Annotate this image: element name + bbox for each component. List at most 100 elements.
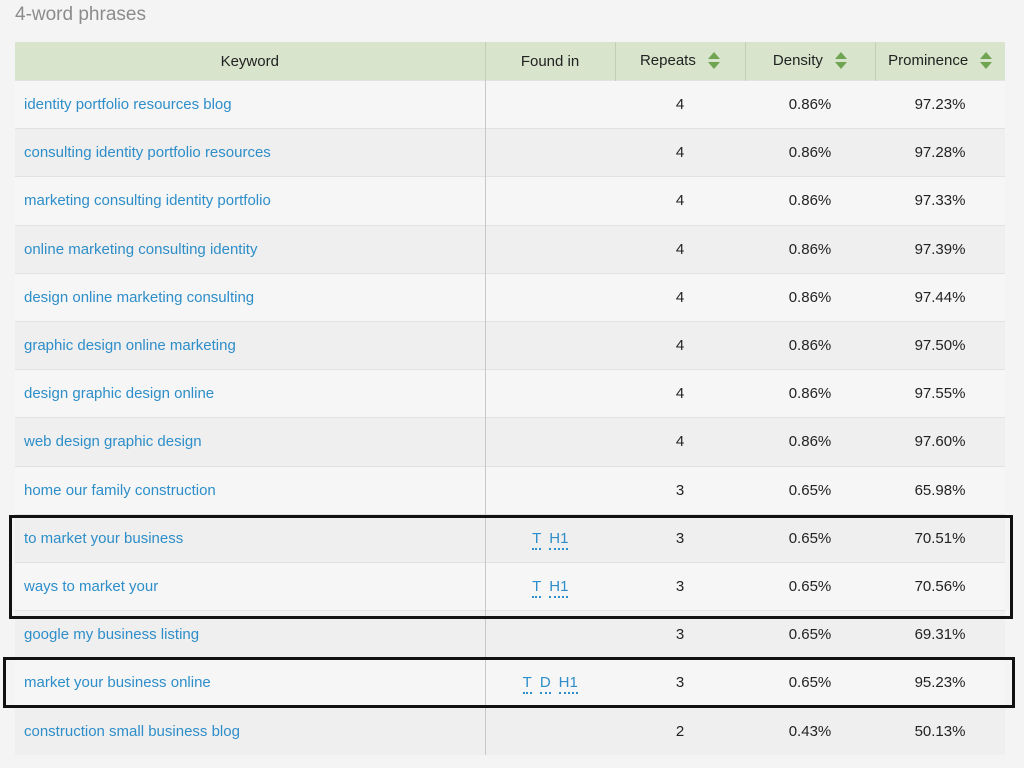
column-header-repeats[interactable]: Repeats [615,42,746,81]
keyword-cell: home our family construction [15,465,486,515]
found-in-cell: T D H1 [485,658,615,707]
keyword-cell: identity portfolio resources blog [15,79,486,129]
repeats-cell: 3 [615,465,745,515]
keyword-link[interactable]: google my business listing [24,626,200,644]
prominence-cell: 70.51% [875,513,1005,563]
density-cell: 0.86% [745,417,875,466]
keyword-cell: design graphic design online [15,369,486,418]
table-row: home our family construction 3 0.65% 65.98% [15,465,1005,515]
keyword-link[interactable]: online marketing consulting identity [24,240,258,258]
table-row: online marketing consulting identity 4 0.8… [15,224,1005,274]
keyword-cell: online marketing consulting identity [15,224,486,274]
keyword-link[interactable]: web design graphic design [24,433,202,451]
table-row: consulting identity portfolio resources 4… [15,128,1005,177]
keyword-link[interactable]: design online marketing consulting [24,288,255,306]
found-in-tag[interactable]: T [532,577,542,598]
keyword-cell: google my business listing [15,610,486,659]
keyword-link[interactable]: marketing consulting identity portfolio [24,192,271,210]
section-title: 4-word phrases [15,4,146,25]
found-in-tag[interactable]: H1 [558,674,578,695]
column-header-density[interactable]: Density [745,42,876,81]
found-in-tag[interactable]: D [539,674,551,695]
found-in-cell [485,320,615,370]
repeats-cell: 3 [615,610,745,659]
density-cell: 0.65% [745,610,875,659]
keyword-link[interactable]: market your business online [24,674,211,692]
table-row: to market your business T H1 3 0.65% 70.51% [15,513,1005,563]
table-row: graphic design online marketing 4 0.86% 97.… [15,320,1005,370]
prominence-cell: 69.31% [875,610,1005,659]
keyword-link[interactable]: construction small business blog [24,722,240,740]
column-header-found-in: Found in [485,42,616,81]
found-in-tag[interactable]: T [532,529,542,550]
table-row: web design graphic design 4 0.86% 97.60% [15,417,1005,466]
table-row: marketing consulting identity portfolio 4… [15,176,1005,226]
keyword-cell: to market your business [15,513,486,563]
sort-icon[interactable] [835,51,848,71]
keyword-link[interactable]: design graphic design online [24,385,215,403]
prominence-cell: 97.55% [875,369,1005,418]
repeats-cell: 4 [615,128,745,177]
prominence-cell: 97.60% [875,417,1005,466]
repeats-cell: 4 [615,417,745,466]
sort-icon[interactable] [980,51,993,71]
keyword-link[interactable]: to market your business [24,529,184,547]
density-cell: 0.86% [745,369,875,418]
density-cell: 0.86% [745,320,875,370]
column-header-keyword: Keyword [15,42,486,81]
repeats-cell: 4 [615,272,745,322]
repeats-cell: 3 [615,658,745,707]
repeats-cell: 2 [615,706,745,756]
found-in-cell [485,128,615,177]
density-cell: 0.43% [745,706,875,756]
prominence-cell: 70.56% [875,561,1005,611]
table-row: identity portfolio resources blog 4 0.86% 9… [15,79,1005,129]
keyword-cell: construction small business blog [15,706,486,756]
prominence-cell: 97.50% [875,320,1005,370]
found-in-cell [485,465,615,515]
found-in-cell [485,79,615,129]
repeats-cell: 4 [615,320,745,370]
keyword-link[interactable]: consulting identity portfolio resources [24,144,271,162]
prominence-cell: 97.44% [875,272,1005,322]
keyword-cell: market your business online [15,658,486,707]
density-cell: 0.65% [745,513,875,563]
density-cell: 0.65% [745,561,875,611]
found-in-cell [485,706,615,756]
prominence-cell: 97.23% [875,79,1005,129]
density-cell: 0.65% [745,658,875,707]
keyword-link[interactable]: home our family construction [24,481,216,499]
prominence-cell: 50.13% [875,706,1005,756]
table-row: design graphic design online 4 0.86% 97.55% [15,369,1005,418]
found-in-cell [485,176,615,226]
prominence-cell: 97.33% [875,176,1005,226]
found-in-cell [485,369,615,418]
density-cell: 0.65% [745,465,875,515]
table-header-row: Keyword Found in Repeats Density Promine… [15,42,1005,81]
keyword-link[interactable]: identity portfolio resources blog [24,96,232,114]
sort-icon[interactable] [708,51,721,71]
keyword-cell: design online marketing consulting [15,272,486,322]
found-in-tag[interactable]: H1 [549,577,569,598]
density-cell: 0.86% [745,176,875,226]
phrases-table: Keyword Found in Repeats Density Promine… [15,42,1005,756]
prominence-cell: 97.28% [875,128,1005,177]
keyword-cell: ways to market your [15,561,486,611]
found-in-cell [485,272,615,322]
keyword-cell: web design graphic design [15,417,486,466]
density-cell: 0.86% [745,224,875,274]
density-cell: 0.86% [745,79,875,129]
table-row: google my business listing 3 0.65% 69.31% [15,610,1005,659]
keyword-cell: consulting identity portfolio resources [15,128,486,177]
found-in-tag[interactable]: H1 [549,529,569,550]
table-row: ways to market your T H1 3 0.65% 70.56% [15,561,1005,611]
keyword-link[interactable]: graphic design online marketing [24,337,236,355]
column-header-prominence[interactable]: Prominence [875,42,1005,81]
found-in-tag[interactable]: T [522,674,532,695]
found-in-cell [485,417,615,466]
prominence-cell: 95.23% [875,658,1005,707]
found-in-cell [485,610,615,659]
keyword-link[interactable]: ways to market your [24,577,159,595]
prominence-cell: 97.39% [875,224,1005,274]
found-in-cell [485,224,615,274]
